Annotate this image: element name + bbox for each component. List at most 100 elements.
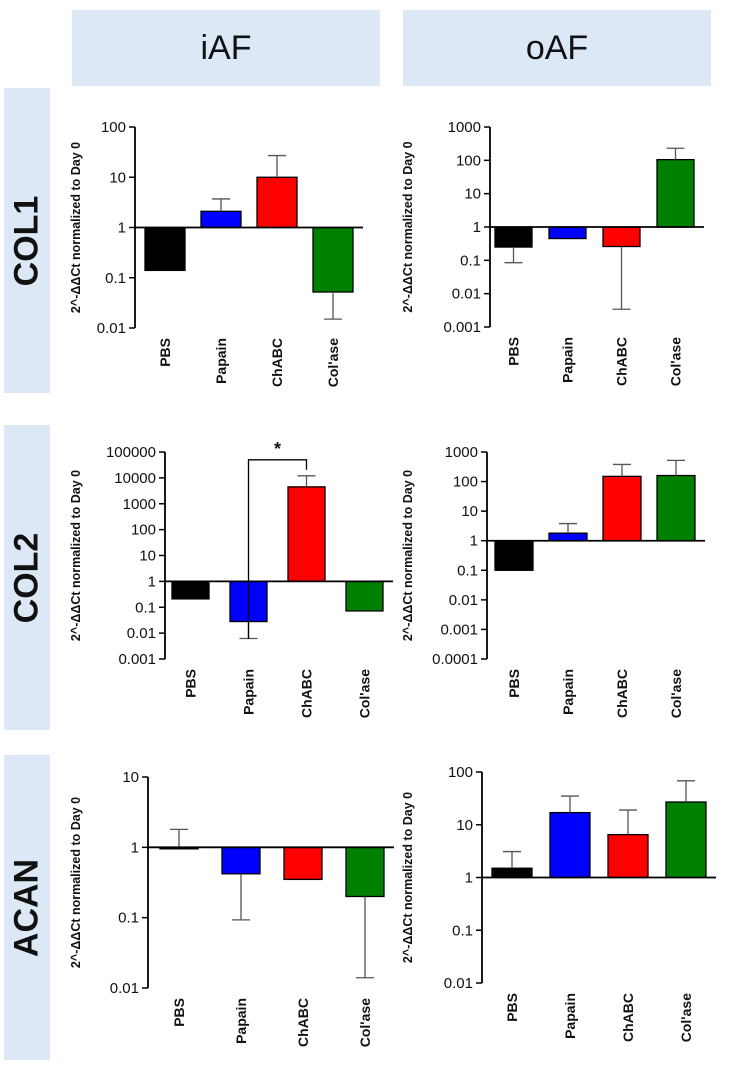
y-tick-label: 1000 [445, 444, 478, 461]
y-tick-label: 10 [122, 769, 139, 786]
y-tick-label: 0.001 [443, 319, 481, 336]
x-category-label: PBS [171, 998, 187, 1027]
bar-colase [345, 580, 384, 612]
bar-papain [548, 532, 588, 542]
bar-papain [200, 210, 242, 229]
x-category-label: Papain [560, 669, 576, 715]
x-category-label: ChABC [299, 669, 315, 718]
y-axis-label: 2^-ΔΔCt normalized to Day 0 [69, 797, 83, 968]
x-category-label: Papain [213, 338, 229, 384]
column-header-oaf-label: oAF [525, 28, 589, 67]
x-category-label: PBS [157, 338, 173, 367]
bar-chabc [256, 176, 298, 229]
y-tick-label: 0.01 [444, 975, 473, 992]
x-category-label: Col'ase [668, 337, 684, 386]
y-tick-label: 0.1 [135, 599, 156, 616]
y-tick-label: 1 [465, 870, 473, 887]
row-label-col1: COL1 [4, 88, 50, 393]
y-tick-label: 0.01 [110, 980, 139, 997]
column-header-oaf: oAF [403, 10, 711, 86]
chart-acan-iaf: 2^-ΔΔCt normalized to Day 0 0.01 0.1 1 10 PBS… [69, 769, 394, 1047]
y-tick-label: 100 [101, 119, 126, 136]
bar-chabc [283, 846, 323, 881]
y-axis-label: 2^-ΔΔCt normalized to Day 0 [401, 792, 415, 963]
y-tick-label: 0.01 [452, 286, 481, 303]
y-tick-label: 10 [464, 186, 481, 203]
chart-col1-oaf: 2^-ΔΔCt normalized to Day 0 0.001 0.01 0.1 1… [401, 119, 704, 386]
y-tick-label: 10 [139, 548, 156, 565]
bar-chabc [607, 833, 649, 879]
y-tick-label: 0.1 [460, 252, 481, 269]
x-category-label: ChABC [614, 337, 630, 386]
y-tick-label: 0.0001 [432, 651, 478, 668]
y-tick-label: 1 [473, 219, 481, 236]
bar-colase [312, 226, 354, 293]
bar-pbs [491, 867, 533, 879]
x-category-label: Papain [562, 993, 578, 1039]
bar-colase [656, 158, 695, 228]
y-axis-label: 2^-ΔΔCt normalized to Day 0 [401, 141, 415, 312]
significance-star: * [274, 439, 281, 459]
x-category-label: PBS [504, 993, 520, 1022]
bar-pbs [144, 226, 186, 272]
row-label-col1-text: COL1 [7, 195, 46, 286]
row-label-acan: ACAN [4, 755, 50, 1060]
bar-pbs [494, 540, 534, 571]
x-category-label: Col'ase [357, 998, 373, 1047]
bar-colase [665, 801, 707, 879]
y-tick-label: 1 [118, 220, 126, 237]
y-tick-label: 0.01 [449, 592, 478, 609]
y-tick-label: 0.1 [457, 562, 478, 579]
x-category-label: ChABC [620, 993, 636, 1042]
x-category-label: Papain [241, 669, 257, 715]
significance-bracket [247, 459, 308, 639]
x-category-label: Papain [560, 337, 576, 383]
chart-col1-iaf: 2^-ΔΔCt normalized to Day 0 0.01 0.1 1 10 100… [69, 119, 363, 387]
y-tick-label: 0.1 [118, 910, 139, 927]
bar-papain [549, 811, 591, 879]
x-category-label: PBS [506, 669, 522, 698]
chart-col2-oaf: 2^-ΔΔCt normalized to Day 0 0.0001 0.001 0.… [401, 444, 705, 718]
y-axis-label: 2^-ΔΔCt normalized to Day 0 [401, 470, 415, 641]
x-category-label: Col'ase [357, 669, 373, 718]
x-category-label: PBS [183, 669, 199, 698]
x-category-label: Col'ase [325, 338, 341, 387]
y-tick-label: 1 [148, 573, 156, 590]
y-tick-label: 0.001 [440, 621, 478, 638]
bar-chabc [287, 486, 326, 583]
y-tick-label: 0.1 [452, 922, 473, 939]
y-tick-label: 0.001 [118, 651, 156, 668]
bar-papain [221, 846, 261, 875]
y-tick-label: 100 [456, 152, 481, 169]
y-tick-label: 100 [131, 522, 156, 539]
row-label-acan-text: ACAN [7, 858, 46, 957]
y-tick-label: 100 [453, 474, 478, 491]
y-axis-label: 2^-ΔΔCt normalized to Day 0 [69, 142, 83, 313]
y-tick-label: 10000 [114, 470, 156, 487]
bar-colase [345, 846, 385, 898]
y-tick-label: 10 [456, 817, 473, 834]
bar-pbs [494, 226, 533, 248]
y-tick-label: 1 [131, 839, 139, 856]
x-category-label: Papain [233, 998, 249, 1044]
y-tick-label: 1000 [123, 496, 156, 513]
x-category-label: ChABC [269, 338, 285, 387]
x-category-label: ChABC [614, 669, 630, 718]
y-axis-label: 2^-ΔΔCt normalized to Day 0 [69, 470, 83, 641]
x-category-label: Col'ase [678, 993, 694, 1042]
x-category-label: Col'ase [668, 669, 684, 718]
y-tick-label: 0.1 [105, 270, 126, 287]
y-tick-label: 1000 [448, 119, 481, 136]
y-tick-label: 0.01 [127, 625, 156, 642]
bar-papain [548, 226, 587, 240]
column-header-iaf: iAF [72, 10, 380, 86]
column-header-iaf-label: iAF [200, 28, 252, 67]
bar-colase [656, 474, 696, 542]
y-tick-label: 100000 [106, 444, 156, 461]
y-tick-label: 100 [448, 764, 473, 781]
x-category-label: PBS [506, 337, 522, 366]
y-tick-label: 0.01 [97, 320, 126, 337]
bar-pbs [171, 580, 210, 600]
chart-acan-oaf: 2^-ΔΔCt normalized to Day 0 0.01 0.1 1 10 100… [401, 764, 716, 1042]
bar-chabc [602, 226, 641, 248]
